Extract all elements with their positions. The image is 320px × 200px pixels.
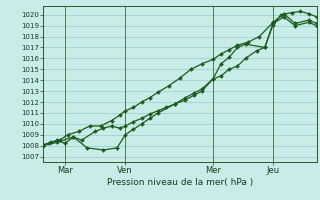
X-axis label: Pression niveau de la mer( hPa ): Pression niveau de la mer( hPa ) xyxy=(107,178,253,187)
